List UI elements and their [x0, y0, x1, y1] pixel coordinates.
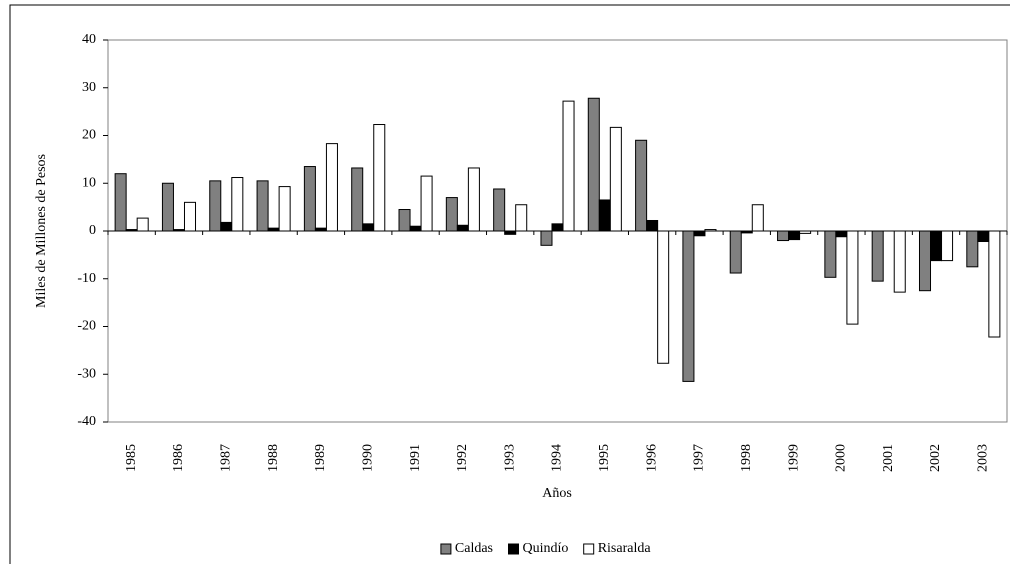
x-tick-label: 1994 — [550, 444, 565, 472]
bar — [751, 204, 764, 232]
bar — [504, 230, 517, 235]
x-tick-label: 1995 — [597, 444, 612, 472]
y-tick-label: -30 — [77, 366, 96, 381]
bar — [918, 230, 932, 292]
bar — [609, 126, 622, 232]
bar — [325, 143, 338, 232]
bar — [373, 124, 386, 232]
bar — [988, 230, 1001, 338]
y-tick-label: 0 — [89, 223, 96, 238]
x-axis-title: Años — [542, 486, 572, 501]
bar — [930, 230, 943, 262]
y-tick-label: 20 — [82, 128, 96, 143]
bar — [846, 230, 859, 325]
bar — [788, 230, 801, 241]
bar — [209, 180, 222, 232]
bar — [409, 225, 422, 232]
bar — [693, 230, 706, 237]
x-tick-label: 1999 — [786, 444, 801, 472]
bar — [871, 230, 884, 282]
legend-swatch — [508, 543, 519, 555]
bar — [777, 230, 790, 242]
bar — [562, 100, 575, 232]
bar — [635, 139, 648, 232]
bar — [256, 180, 269, 232]
bar — [515, 204, 528, 232]
bar — [278, 186, 291, 232]
bar — [231, 177, 244, 232]
bar — [467, 167, 480, 232]
bar — [314, 227, 327, 232]
x-tick-label: 2002 — [928, 444, 943, 472]
y-tick-label: 10 — [82, 175, 96, 190]
bar — [445, 197, 458, 232]
chart-frame — [9, 4, 1010, 564]
y-tick-label: -40 — [77, 414, 96, 429]
bar — [893, 230, 906, 293]
x-tick-label: 1996 — [644, 444, 659, 472]
x-tick-label: 2001 — [881, 444, 896, 472]
bar — [351, 167, 364, 232]
y-tick-label: -20 — [77, 319, 96, 334]
bar — [551, 223, 564, 232]
bar — [587, 97, 600, 232]
legend-label: Risaralda — [598, 541, 652, 556]
bar — [941, 230, 954, 262]
x-tick-label: 2003 — [976, 444, 991, 472]
x-tick-label: 1990 — [360, 444, 375, 472]
x-tick-label: 1992 — [455, 444, 470, 472]
legend-label: Caldas — [455, 541, 493, 556]
y-tick-label: 30 — [82, 80, 96, 95]
x-tick-label: 1987 — [219, 444, 234, 472]
bar — [303, 166, 316, 232]
y-tick-label: 40 — [82, 32, 96, 47]
bar — [682, 230, 695, 382]
bar — [398, 209, 411, 232]
x-tick-label: 1991 — [408, 444, 423, 472]
legend-swatch — [583, 543, 595, 555]
bar — [362, 223, 375, 232]
x-tick-label: 1986 — [171, 444, 186, 472]
legend-swatch — [440, 543, 452, 555]
bar — [456, 224, 469, 232]
bar — [966, 230, 979, 268]
bar — [657, 230, 670, 364]
bar — [114, 173, 127, 232]
x-tick-label: 1993 — [502, 444, 517, 472]
bar — [161, 182, 174, 232]
bar — [598, 199, 611, 232]
bar — [493, 188, 506, 232]
bar — [420, 175, 433, 232]
bar — [172, 229, 185, 232]
bar — [220, 221, 233, 232]
legend-label: Quindío — [523, 541, 569, 556]
bar — [824, 230, 837, 278]
bar — [835, 230, 848, 238]
bar — [740, 230, 753, 234]
bar — [540, 230, 553, 246]
x-tick-label: 1985 — [124, 444, 139, 472]
bar — [704, 229, 717, 232]
bar — [183, 201, 197, 232]
x-tick-label: 1997 — [692, 444, 707, 472]
x-tick-label: 1988 — [266, 444, 281, 472]
bar — [125, 229, 138, 232]
bar — [729, 230, 742, 274]
x-tick-label: 2000 — [834, 444, 849, 472]
bar — [136, 217, 149, 232]
x-tick-label: 1989 — [313, 444, 328, 472]
y-axis-title: Miles de Millones de Pesos — [34, 154, 49, 308]
y-tick-label: -10 — [77, 271, 96, 286]
bar — [267, 227, 280, 232]
x-tick-label: 1998 — [739, 444, 754, 472]
bar — [977, 230, 990, 243]
bar — [799, 230, 812, 234]
bar — [646, 219, 659, 232]
